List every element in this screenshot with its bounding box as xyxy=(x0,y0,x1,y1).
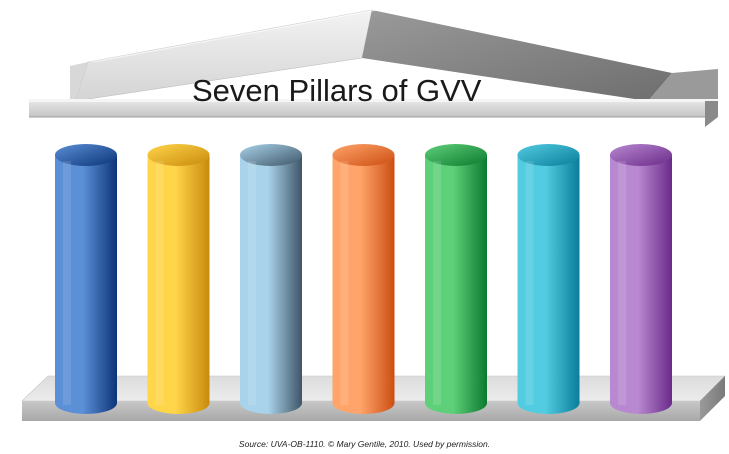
pillar-top xyxy=(55,144,117,166)
pillar-body xyxy=(240,155,302,414)
pillar-7 xyxy=(610,144,672,414)
pillar-highlight xyxy=(340,161,349,405)
pillar-highlight xyxy=(618,161,626,405)
pillar-1 xyxy=(55,144,117,414)
roof-top-ledge xyxy=(88,10,380,62)
pillar-highlight xyxy=(248,161,256,405)
pillar-highlight xyxy=(433,161,441,405)
pillar-highlight xyxy=(525,161,534,405)
pillars xyxy=(55,144,672,414)
pillar-6 xyxy=(517,144,580,414)
pillar-top xyxy=(332,144,395,166)
entablature-beam-top xyxy=(29,99,718,102)
pillar-top xyxy=(425,144,487,166)
pillar-top xyxy=(147,144,210,166)
roof-right-face xyxy=(362,10,672,101)
roof: Seven Pillars of GVV xyxy=(29,9,718,127)
pillar-body xyxy=(55,155,117,414)
pillar-top xyxy=(610,144,672,166)
pillar-body xyxy=(147,155,210,414)
pillar-body xyxy=(425,155,487,414)
diagram-title: Seven Pillars of GVV xyxy=(192,73,482,108)
entablature-beam-side xyxy=(705,101,718,127)
pillar-body xyxy=(517,155,580,414)
pillar-body xyxy=(610,155,672,414)
pillar-3 xyxy=(240,144,302,414)
roof-left-edge xyxy=(70,62,88,101)
source-caption: Source: UVA-OB-1110. © Mary Gentile, 201… xyxy=(238,439,491,449)
pillar-top xyxy=(240,144,302,166)
base-side-face xyxy=(700,376,725,421)
pillar-top xyxy=(517,144,580,166)
pillar-highlight xyxy=(155,161,164,405)
pillar-5 xyxy=(425,144,487,414)
pillar-highlight xyxy=(63,161,71,405)
pillar-2 xyxy=(147,144,210,414)
pillar-4 xyxy=(332,144,395,414)
entablature-beam xyxy=(29,101,718,117)
pillar-body xyxy=(332,155,395,414)
roof-right-ledge xyxy=(648,69,718,101)
